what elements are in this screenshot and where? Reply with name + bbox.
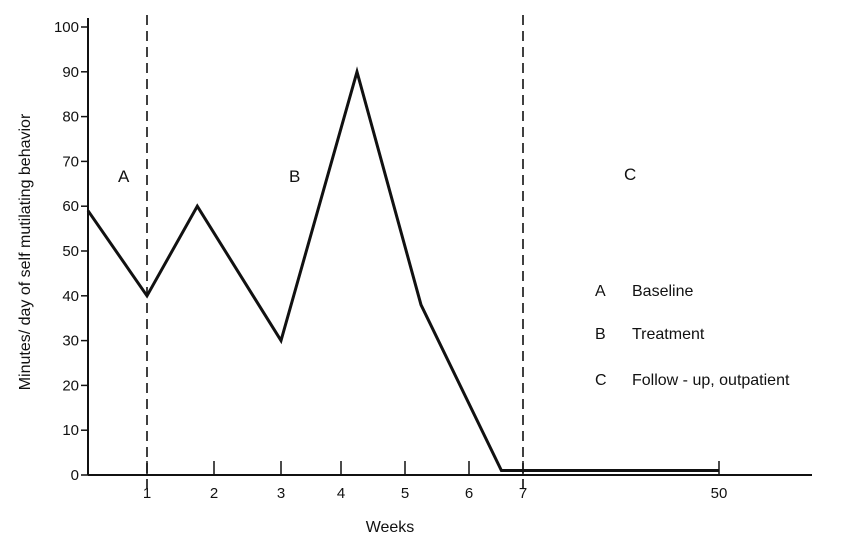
y-axis-title: Minutes/ day of self mutilating behavior bbox=[17, 113, 34, 390]
x-tick-label: 2 bbox=[210, 485, 218, 502]
x-tick-label: 4 bbox=[337, 485, 345, 502]
y-tick-label: 70 bbox=[62, 153, 79, 170]
y-tick-label: 90 bbox=[62, 64, 79, 81]
x-tick-label: 3 bbox=[277, 485, 285, 502]
legend-text-b: Treatment bbox=[632, 326, 705, 343]
x-tick-label: 5 bbox=[401, 485, 409, 502]
x-tick-label: 50 bbox=[711, 485, 728, 502]
y-tick-label: 10 bbox=[62, 422, 79, 439]
x-axis-title: Weeks bbox=[366, 519, 415, 536]
x-tick-label: 1 bbox=[143, 485, 151, 502]
legend-code-c: C bbox=[595, 372, 607, 389]
legend: A Baseline B Treatment C Follow - up, ou… bbox=[595, 283, 790, 389]
legend-code-b: B bbox=[595, 326, 606, 343]
y-tick-label: 80 bbox=[62, 109, 79, 126]
y-tick-label: 60 bbox=[62, 198, 79, 215]
series-group bbox=[86, 66, 720, 472]
x-tick-label: 7 bbox=[519, 485, 527, 502]
series-line bbox=[86, 66, 719, 472]
phase-label-c: C bbox=[624, 165, 636, 184]
phase-label-a: A bbox=[118, 167, 130, 186]
y-ticks: 0 10 20 30 40 50 60 70 80 90 100 bbox=[54, 19, 88, 484]
axes bbox=[87, 18, 812, 476]
y-tick-label: 100 bbox=[54, 19, 79, 36]
y-tick-label: 20 bbox=[62, 377, 79, 394]
y-tick-label: 40 bbox=[62, 288, 79, 305]
legend-text-c: Follow - up, outpatient bbox=[632, 372, 790, 389]
x-tick-label: 6 bbox=[465, 485, 473, 502]
x-ticks: 1 2 3 4 5 6 7 50 bbox=[143, 461, 728, 502]
y-tick-label: 50 bbox=[62, 243, 79, 260]
phase-dividers bbox=[146, 15, 524, 495]
legend-code-a: A bbox=[595, 283, 606, 300]
phase-label-b: B bbox=[289, 167, 300, 186]
y-tick-label: 30 bbox=[62, 333, 79, 350]
y-tick-label: 0 bbox=[71, 467, 79, 484]
legend-text-a: Baseline bbox=[632, 283, 693, 300]
